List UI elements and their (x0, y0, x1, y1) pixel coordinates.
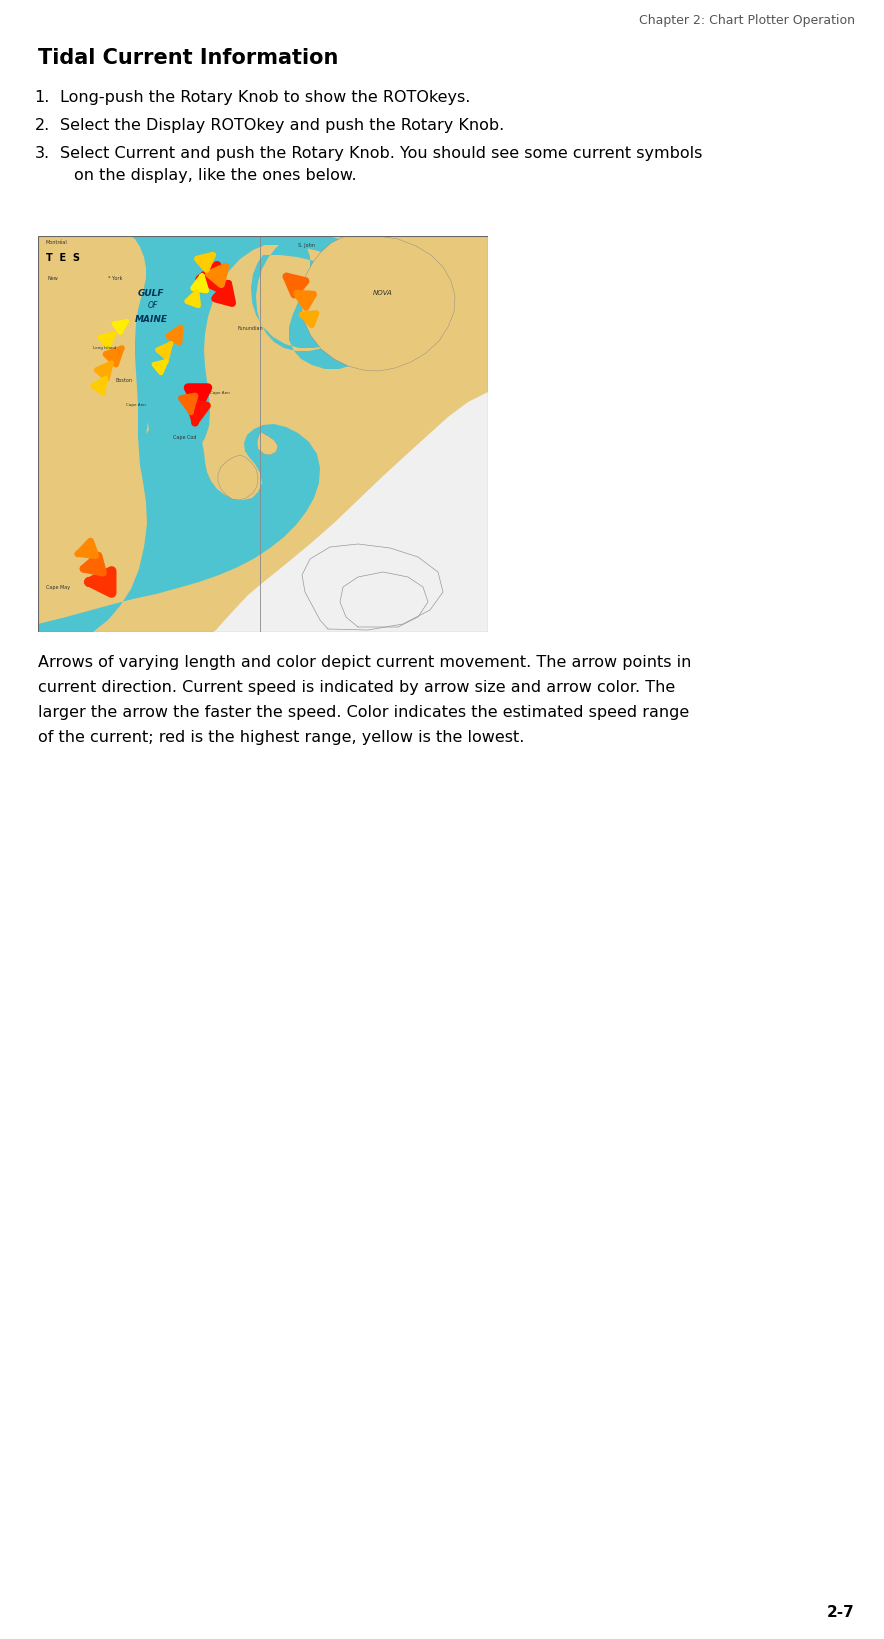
Text: 3.: 3. (34, 146, 50, 161)
Polygon shape (301, 238, 455, 372)
Text: OF: OF (148, 302, 158, 310)
Text: Montréal: Montréal (46, 241, 68, 246)
Text: Cape May: Cape May (46, 585, 70, 590)
Text: Boston: Boston (116, 377, 133, 382)
Text: MAINE: MAINE (135, 315, 168, 323)
Text: of the current; red is the highest range, yellow is the lowest.: of the current; red is the highest range… (38, 729, 524, 744)
Polygon shape (225, 403, 488, 633)
Text: 1.: 1. (34, 90, 50, 105)
Polygon shape (131, 238, 380, 459)
Text: * York: * York (108, 275, 122, 280)
Polygon shape (257, 433, 278, 456)
Text: Select Current and push the Rotary Knob. You should see some current symbols: Select Current and push the Rotary Knob.… (60, 146, 703, 161)
Text: Tidal Current Information: Tidal Current Information (38, 48, 339, 67)
Text: Cape Ann: Cape Ann (126, 403, 146, 406)
Polygon shape (213, 393, 488, 633)
Text: T  E  S: T E S (46, 252, 80, 262)
Text: S. John: S. John (298, 243, 315, 247)
Text: larger the arrow the faster the speed. Color indicates the estimated speed range: larger the arrow the faster the speed. C… (38, 705, 690, 720)
Text: New: New (47, 275, 57, 280)
Text: on the display, like the ones below.: on the display, like the ones below. (74, 167, 356, 184)
Polygon shape (218, 456, 258, 500)
Text: Long Island: Long Island (93, 346, 117, 349)
Text: NOVA: NOVA (373, 290, 392, 295)
Polygon shape (38, 421, 320, 633)
Text: GULF: GULF (138, 288, 164, 297)
Text: Cape Ann: Cape Ann (210, 390, 230, 395)
Text: current direction. Current speed is indicated by arrow size and arrow color. The: current direction. Current speed is indi… (38, 680, 675, 695)
Text: Arrows of varying length and color depict current movement. The arrow points in: Arrows of varying length and color depic… (38, 654, 691, 670)
Text: Cape Cod: Cape Cod (173, 434, 196, 439)
Text: Long-push the Rotary Knob to show the ROTOkeys.: Long-push the Rotary Knob to show the RO… (60, 90, 470, 105)
Text: Funundian: Funundian (238, 325, 263, 331)
Text: Chapter 2: Chart Plotter Operation: Chapter 2: Chart Plotter Operation (639, 15, 855, 26)
Text: Select the Display ROTOkey and push the Rotary Knob.: Select the Display ROTOkey and push the … (60, 118, 504, 133)
Text: 2.: 2. (34, 118, 50, 133)
Text: 2-7: 2-7 (827, 1605, 855, 1619)
